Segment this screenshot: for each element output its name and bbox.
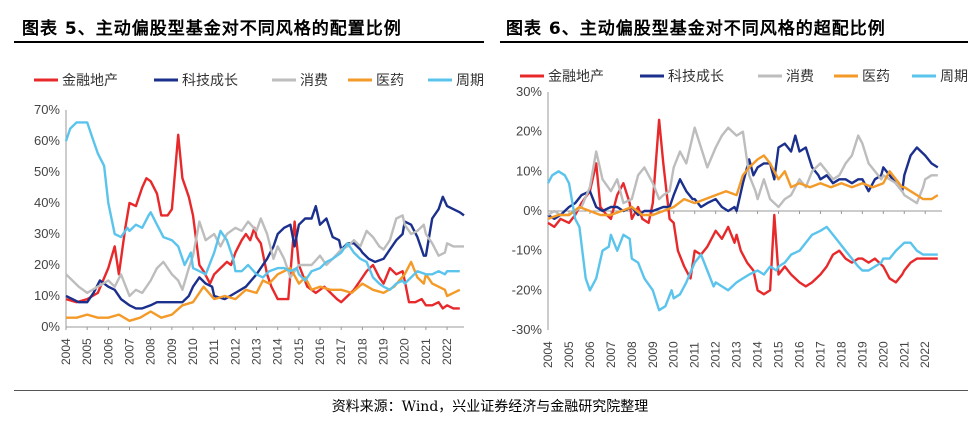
- chart5-y-tick-7: 70%: [34, 102, 60, 117]
- chart6-y-tick-1: -20%: [512, 282, 543, 297]
- chart5-legend-label-3: 医药: [376, 72, 404, 88]
- chart6-x-tick-6: 2010: [667, 341, 681, 368]
- chart5-x-tick-2: 2006: [101, 338, 115, 365]
- footer-rule: [14, 390, 968, 391]
- chart5-series-3: [66, 260, 461, 322]
- chart5-legend-label-0: 金融地产: [62, 72, 118, 88]
- chart5-x-tick-16: 2020: [398, 338, 412, 365]
- chart6-series-3: [547, 154, 939, 221]
- chart5-x-tick-18: 2022: [440, 338, 454, 365]
- chart5-y-tick-3: 30%: [34, 226, 60, 241]
- chart5-y-tick-6: 60%: [34, 133, 60, 148]
- chart6-x-tick-3: 2007: [604, 341, 618, 368]
- chart5-y-tick-0: 0%: [41, 319, 60, 334]
- chart6-x-tick-10: 2014: [751, 341, 765, 368]
- chart6-legend-label-1: 科技成长: [668, 68, 724, 84]
- chart5-x-tick-1: 2005: [80, 338, 94, 365]
- chart6-y-tick-5: 20%: [516, 124, 542, 139]
- chart6-legend-label-0: 金融地产: [548, 68, 604, 84]
- chart-5-title-rule: [14, 41, 484, 43]
- chart5-x-tick-4: 2008: [144, 338, 158, 365]
- chart5-series-1: [65, 195, 465, 310]
- chart6-x-tick-12: 2016: [792, 341, 806, 368]
- chart5-series-4: [64, 121, 460, 291]
- chart6-x-tick-2: 2006: [583, 341, 597, 368]
- chart5-x-tick-13: 2017: [334, 338, 348, 365]
- chart6-x-tick-1: 2005: [562, 341, 576, 368]
- chart5-x-tick-6: 2010: [186, 338, 200, 365]
- chart6-x-tick-15: 2019: [855, 341, 869, 368]
- chart5-x-tick-17: 2021: [419, 338, 433, 365]
- chart5-x-tick-3: 2007: [123, 338, 137, 365]
- chart6-y-tick-4: 10%: [516, 163, 542, 178]
- chart5-x-tick-7: 2011: [207, 339, 221, 365]
- chart5-y-tick-4: 40%: [34, 195, 60, 210]
- chart6-x-tick-11: 2015: [772, 341, 786, 368]
- chart6-x-tick-14: 2018: [834, 341, 848, 368]
- chart5-x-tick-0: 2004: [59, 338, 73, 365]
- chart-5-title: 图表 5、主动偏股型基金对不同风格的配置比例: [22, 19, 402, 39]
- chart6-legend-label-2: 消费: [786, 68, 814, 84]
- chart6-legend-label-3: 医药: [862, 68, 890, 84]
- chart5-y-tick-1: 10%: [34, 288, 60, 303]
- chart6-x-tick-7: 2011: [688, 342, 702, 368]
- chart5-x-tick-9: 2013: [250, 338, 264, 365]
- chart6-series-0: [547, 118, 938, 296]
- chart5-x-tick-8: 2012: [228, 338, 242, 365]
- chart6-x-tick-0: 2004: [541, 341, 555, 368]
- chart6-y-tick-2: -10%: [512, 243, 543, 258]
- chart5-legend-label-2: 消费: [300, 72, 328, 88]
- chart5-x-tick-14: 2018: [355, 338, 369, 365]
- chart5-series-0: [65, 133, 460, 310]
- chart6-x-tick-8: 2012: [709, 341, 723, 368]
- chart6-series-2: [547, 126, 938, 217]
- chart5-legend-label-1: 科技成长: [182, 72, 238, 88]
- chart-6-title-rule: [500, 41, 968, 43]
- chart5-x-tick-12: 2016: [313, 338, 327, 365]
- chart5-x-tick-5: 2009: [165, 338, 179, 365]
- chart6-x-tick-17: 2021: [897, 341, 911, 368]
- chart5-y-tick-5: 50%: [34, 164, 60, 179]
- chart5-x-tick-11: 2015: [292, 338, 306, 365]
- chart-6-title: 图表 6、主动偏股型基金对不同风格的超配比例: [506, 19, 886, 39]
- chart5-x-tick-10: 2014: [271, 338, 285, 365]
- chart6-x-tick-5: 2009: [646, 341, 660, 368]
- chart6-x-tick-13: 2017: [813, 341, 827, 368]
- chart6-x-tick-18: 2022: [918, 341, 932, 368]
- chart6-x-tick-16: 2020: [876, 341, 890, 368]
- chart6-y-tick-3: 0%: [523, 203, 542, 218]
- chart6-legend-label-4: 周期: [940, 68, 968, 84]
- chart5-x-tick-15: 2019: [377, 338, 391, 365]
- chart5-y-tick-2: 20%: [34, 257, 60, 272]
- chart6-x-tick-9: 2013: [730, 341, 744, 368]
- chart6-x-tick-4: 2008: [625, 341, 639, 368]
- source-note: 资料来源：Wind，兴业证券经济与金融研究院整理: [331, 399, 649, 415]
- chart5-series-2: [65, 214, 464, 298]
- chart6-series-4: [546, 170, 938, 312]
- chart5-legend-label-4: 周期: [456, 72, 484, 88]
- chart6-y-tick-0: -30%: [512, 322, 543, 337]
- chart6-y-tick-6: 30%: [516, 84, 542, 99]
